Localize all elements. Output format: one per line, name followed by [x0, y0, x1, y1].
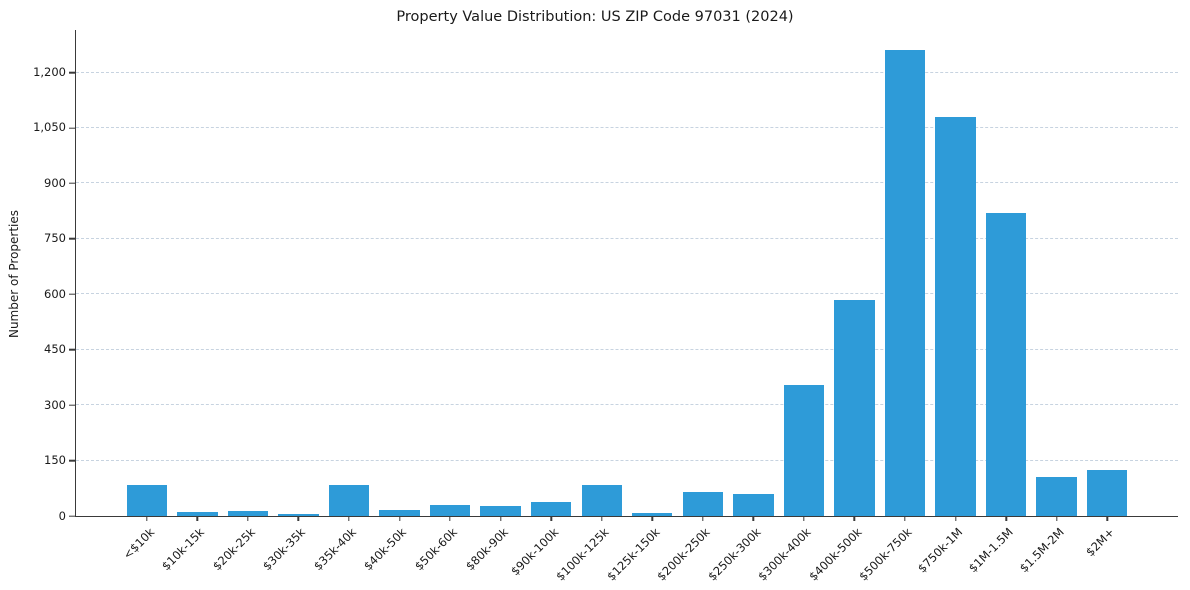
x-tick-label: $1.5M-2M — [1016, 525, 1067, 576]
gridline — [76, 404, 1178, 406]
x-tick-mark — [398, 516, 401, 521]
bar — [834, 299, 875, 516]
y-tick-label: 900 — [44, 175, 66, 190]
x-tick-mark — [449, 516, 451, 521]
gridline — [76, 126, 1178, 128]
x-tick-mark — [752, 516, 755, 521]
y-tick-label: 750 — [44, 231, 66, 246]
x-tick-label: $750k-1M — [915, 525, 966, 576]
gridline — [76, 237, 1178, 239]
y-tick-mark — [69, 293, 76, 295]
y-tick-mark — [69, 459, 76, 462]
x-tick-mark — [954, 516, 957, 521]
x-tick-label: $20k-25k — [209, 525, 258, 574]
x-tick-mark — [550, 516, 552, 521]
x-tick-label: <$10k — [119, 525, 157, 562]
y-tick-label: 450 — [44, 341, 66, 356]
y-tick-label: 300 — [44, 397, 66, 412]
gridline — [76, 293, 1178, 295]
x-tick-label: $2M+ — [1083, 525, 1118, 560]
bar — [177, 512, 218, 516]
x-tick-mark — [803, 516, 805, 521]
y-tick-label: 1,200 — [33, 64, 66, 79]
bar — [1036, 477, 1077, 516]
x-tick-label: $400k-500k — [805, 525, 865, 584]
x-tick-label: $40k-50k — [361, 525, 410, 574]
x-tick-label: $30k-35k — [260, 525, 309, 574]
x-tick-mark — [247, 516, 249, 521]
y-tick-mark — [69, 404, 76, 406]
x-tick-label: $300k-400k — [755, 525, 814, 584]
bar — [227, 511, 269, 516]
y-axis-label-wrap: Number of Properties — [2, 30, 26, 517]
x-tick-mark — [601, 516, 603, 521]
y-tick-label: 600 — [44, 286, 66, 301]
x-tick-mark — [702, 516, 704, 521]
x-tick-label: $80k-90k — [462, 525, 511, 574]
x-tick-label: $125k-150k — [603, 525, 663, 584]
x-tick-mark — [196, 516, 199, 521]
bar — [632, 512, 673, 516]
x-tick-mark — [297, 516, 300, 521]
bar — [530, 501, 572, 516]
x-tick-label: $35k-40k — [310, 525, 359, 574]
y-tick-mark — [69, 182, 76, 185]
x-tick-label: $250k-300k — [704, 525, 764, 584]
x-tick-label: $500k-750k — [856, 525, 915, 584]
y-tick-label: 1,050 — [33, 120, 66, 135]
x-tick-mark — [853, 516, 856, 521]
x-tick-mark — [499, 516, 502, 521]
y-tick-mark — [69, 71, 76, 74]
gridline — [76, 459, 1178, 461]
x-tick-mark — [1106, 516, 1108, 521]
y-tick-label: 0 — [58, 508, 66, 523]
bar — [682, 491, 724, 516]
x-tick-mark — [904, 516, 906, 521]
bar — [935, 116, 976, 516]
bar — [429, 504, 471, 516]
bar — [884, 50, 926, 516]
gridline — [76, 348, 1178, 350]
bar — [733, 493, 774, 516]
bar — [985, 212, 1027, 516]
gridline — [76, 182, 1178, 184]
plot-area: 0 150 300 450 600 750 900 1,050 1,200 <$10k $10k-1… — [33, 30, 1178, 583]
y-tick-label: 150 — [44, 452, 66, 467]
x-tick-label: $50k-60k — [411, 525, 460, 574]
x-tick-mark — [651, 516, 653, 521]
bar — [783, 384, 825, 516]
x-tick-label: $100k-125k — [553, 525, 612, 584]
y-tick-mark — [69, 127, 76, 129]
x-tick-label: $10k-15k — [159, 525, 208, 574]
y-tick-mark — [69, 515, 76, 517]
chart-title: Property Value Distribution: US ZIP Code… — [396, 9, 794, 25]
x-tick-mark — [1055, 516, 1058, 521]
bar — [278, 513, 319, 516]
bar — [379, 510, 420, 516]
x-tick-mark — [348, 516, 350, 521]
bar — [480, 505, 521, 516]
bar — [328, 484, 370, 516]
x-tick-mark — [146, 516, 148, 521]
y-axis-label: Number of Properties — [7, 209, 22, 338]
x-tick-label: $90k-100k — [507, 525, 562, 579]
bar — [126, 484, 167, 516]
gridline — [76, 71, 1178, 73]
x-tick-mark — [1005, 516, 1007, 521]
bar — [1087, 469, 1128, 516]
x-tick-label: $1M-1.5M — [965, 525, 1017, 576]
y-tick-mark — [69, 238, 76, 240]
x-tick-label: $200k-250k — [654, 525, 713, 584]
y-tick-mark — [69, 349, 76, 351]
bar — [581, 485, 622, 516]
